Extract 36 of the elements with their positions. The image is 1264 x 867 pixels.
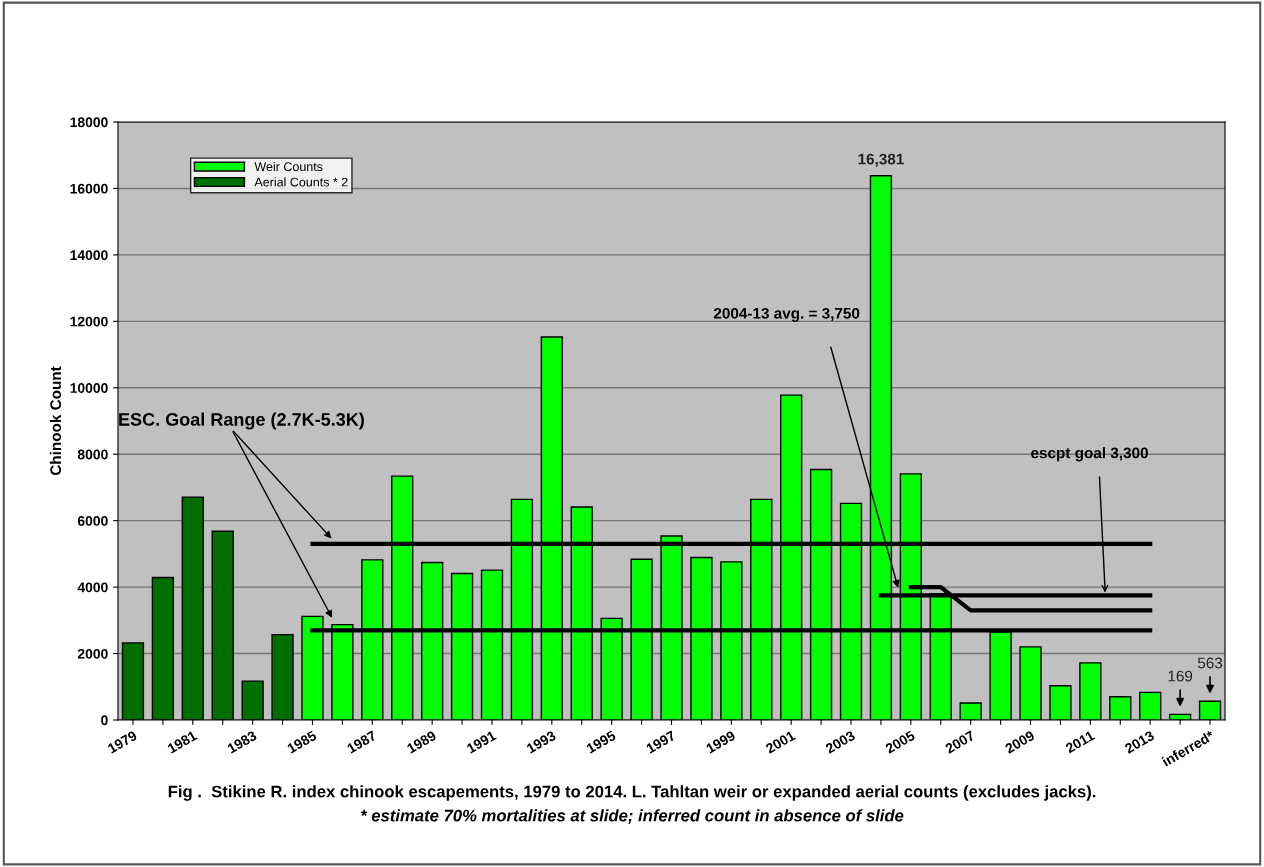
x-tick-label: 2013 bbox=[1124, 730, 1155, 754]
x-tick-label: 1979 bbox=[107, 730, 138, 754]
y-tick-label: 14000 bbox=[70, 250, 108, 261]
y-axis-title: Chinook Count bbox=[49, 366, 62, 476]
x-tick-label: 2009 bbox=[1004, 730, 1036, 754]
data-label: 169 bbox=[1168, 670, 1193, 682]
text: Fig . Stikine R. index chinook escapements, 1979 to 2014. L. Tahltan weir or expanded aerial counts (excludes jacks). bbox=[168, 785, 1096, 801]
x-tick-label: 2003 bbox=[824, 730, 856, 754]
y-tick-label: 10000 bbox=[70, 383, 108, 393]
y-tick-label: 4000 bbox=[77, 582, 108, 593]
x-tick-label: 1999 bbox=[705, 730, 736, 754]
y-tick-label: 16000 bbox=[70, 183, 108, 194]
y-tick-label: 2000 bbox=[77, 648, 108, 659]
x-tick-label: 1991 bbox=[466, 730, 497, 754]
x-tick-label: 2005 bbox=[884, 730, 916, 754]
y-tick-label: 6000 bbox=[77, 516, 108, 526]
y-tick-label: 8000 bbox=[77, 449, 108, 460]
annotation: escpt goal 3,300 bbox=[1031, 447, 1148, 462]
text: * estimate 70% mortalities at slide; inferred count in absence of slide bbox=[360, 809, 904, 824]
x-tick-label: 2001 bbox=[765, 730, 796, 754]
y-tick-label: 12000 bbox=[70, 316, 108, 327]
x-tick-label: 1983 bbox=[226, 730, 258, 754]
y-tick-label: 0 bbox=[101, 715, 108, 726]
x-tick-label: 1989 bbox=[406, 730, 437, 754]
x-tick-label: 1981 bbox=[166, 730, 198, 754]
x-tick-label: 1995 bbox=[585, 730, 617, 754]
legend-label: Aerial Counts * 2 bbox=[254, 177, 348, 187]
annotation: ESC. Goal Range (2.7K-5.3K) bbox=[119, 412, 364, 430]
legend-label: Weir Counts bbox=[254, 161, 323, 172]
data-label: 563 bbox=[1197, 657, 1223, 669]
y-tick-label: 18000 bbox=[70, 117, 108, 128]
x-tick-label: 1985 bbox=[286, 730, 318, 754]
annotation: 2004-13 avg. = 3,750 bbox=[713, 307, 860, 322]
x-tick-label: 1993 bbox=[526, 730, 557, 754]
x-tick-label: 2011 bbox=[1064, 730, 1096, 754]
data-label: 16,381 bbox=[858, 153, 904, 167]
